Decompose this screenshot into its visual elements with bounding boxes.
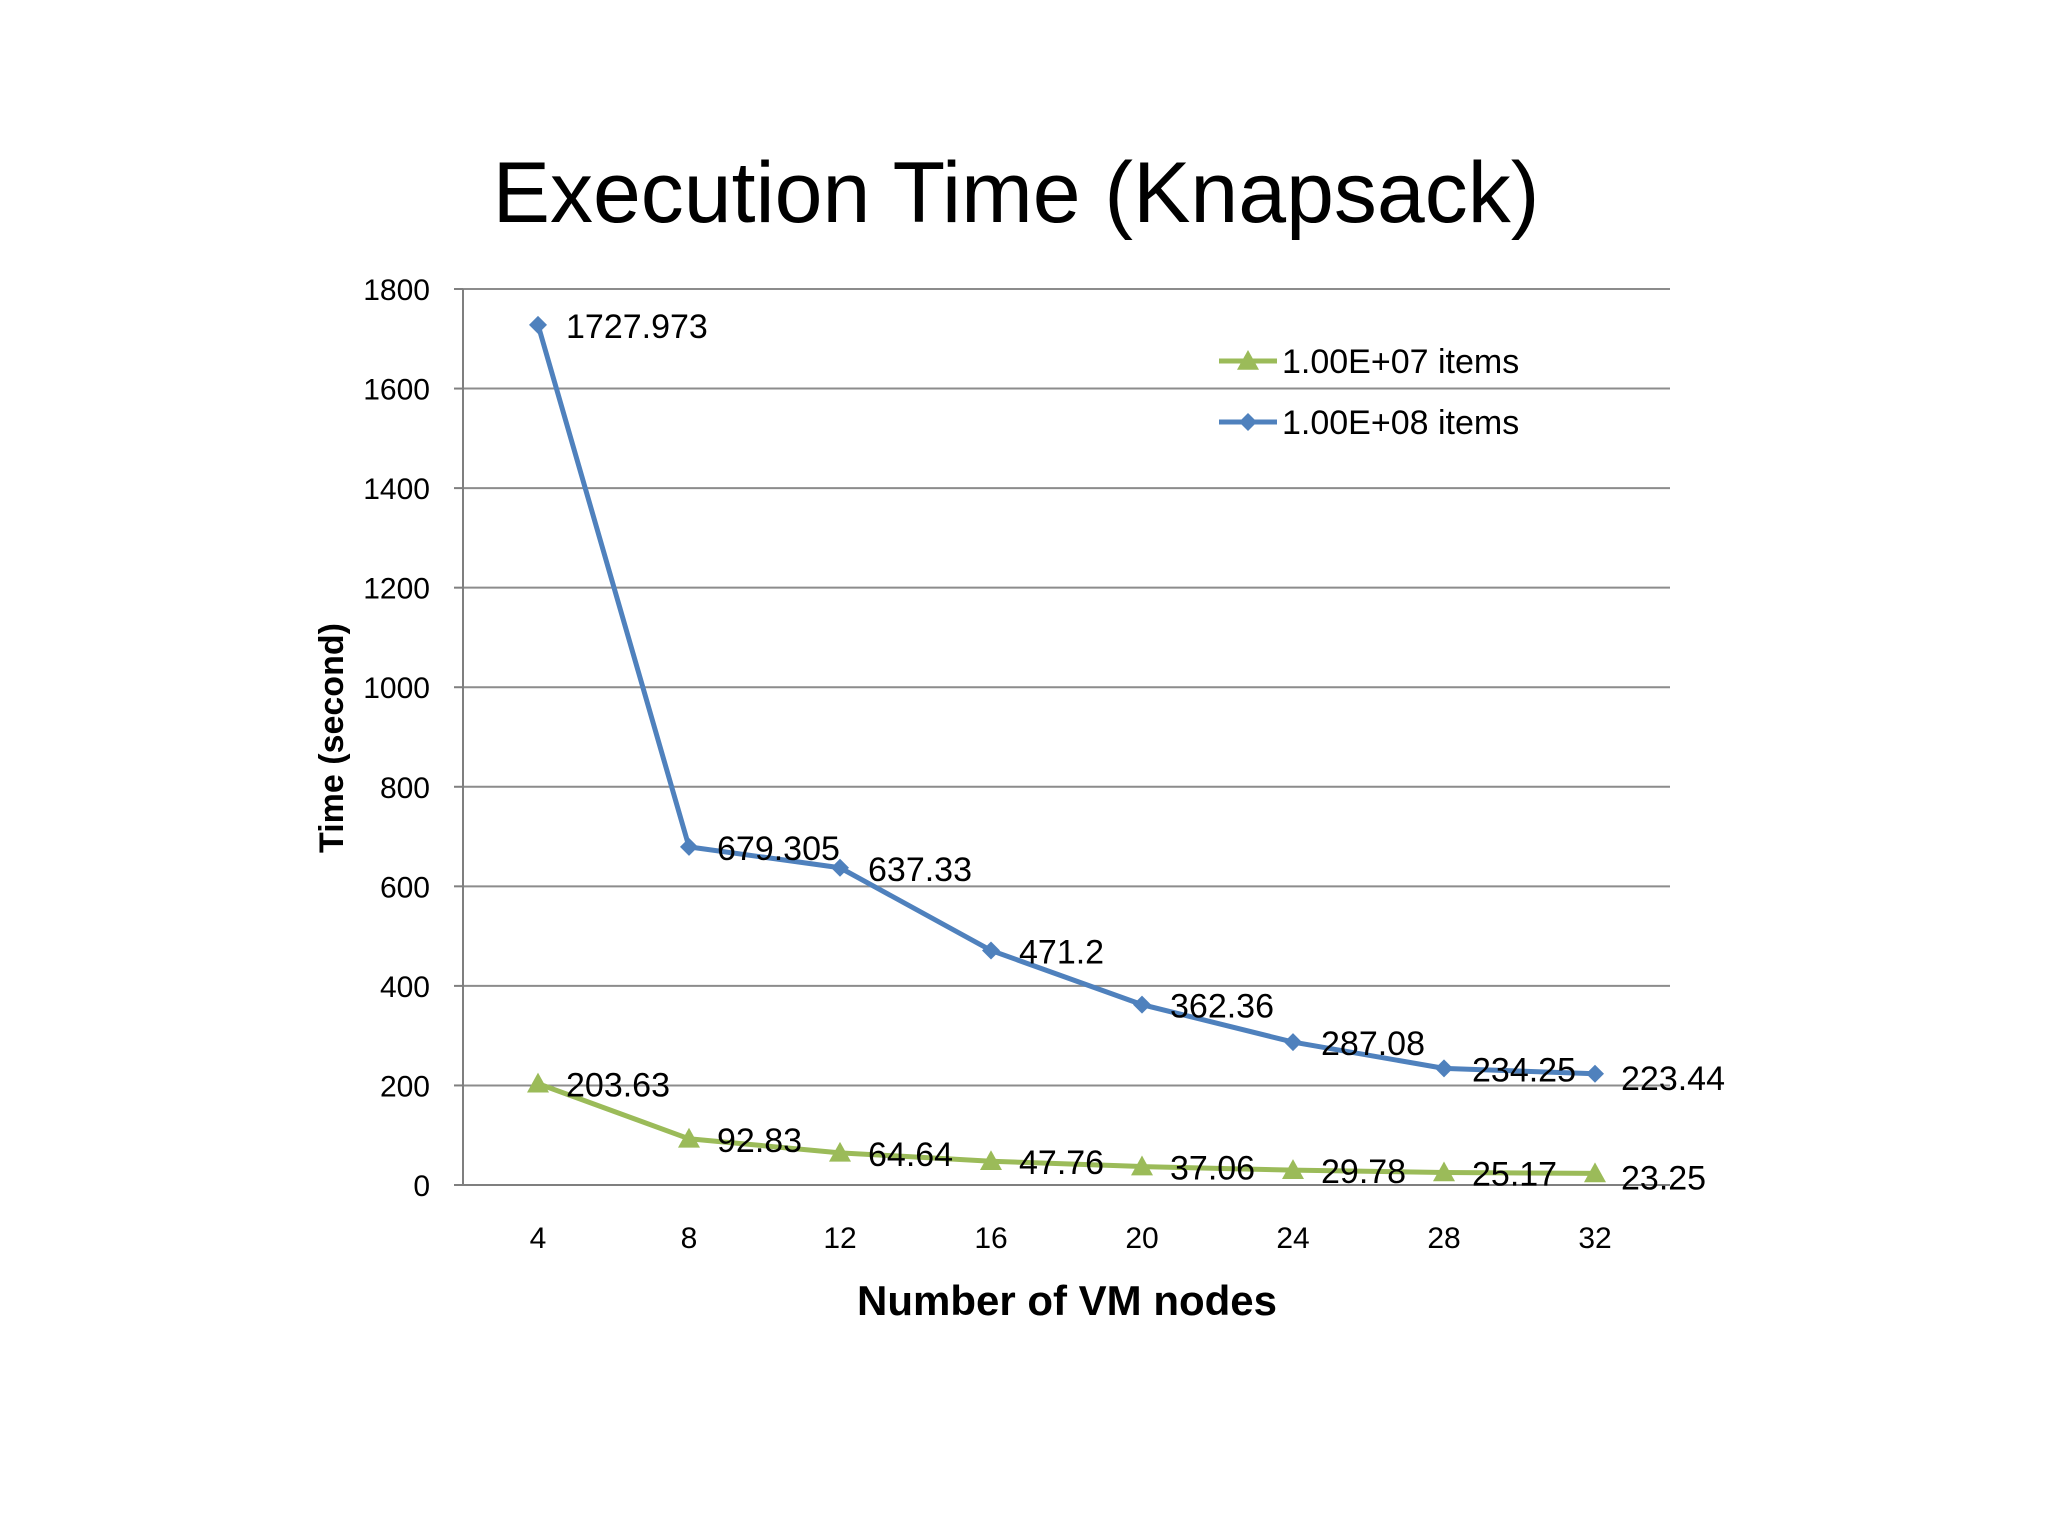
y-tick-label: 0: [413, 1170, 430, 1203]
data-label: 287.08: [1321, 1025, 1425, 1063]
data-label: 25.17: [1472, 1155, 1557, 1193]
data-point: [678, 1127, 700, 1148]
data-point: [982, 941, 1000, 960]
data-label: 29.78: [1321, 1153, 1406, 1191]
data-point: [1433, 1161, 1455, 1182]
y-tick-label: 1200: [363, 573, 430, 606]
y-tick-label: 1400: [363, 473, 430, 506]
data-label: 92.83: [717, 1122, 802, 1160]
data-point: [1584, 1162, 1606, 1183]
data-label: 362.36: [1170, 988, 1274, 1026]
data-label: 471.2: [1019, 933, 1104, 971]
y-axis-title: Time (second): [313, 623, 351, 853]
y-tick-label: 1000: [363, 672, 430, 705]
y-tick-label: 800: [380, 772, 430, 805]
legend-marker: [1239, 413, 1257, 431]
x-tick-labels: 4 8 12 16 20 24 28 32: [530, 1222, 1612, 1255]
data-point: [527, 1072, 549, 1093]
data-label: 679.305: [717, 830, 840, 868]
data-point: [980, 1150, 1002, 1171]
data-label: 234.25: [1472, 1051, 1576, 1089]
data-point: [829, 1141, 851, 1162]
y-tick-label: 400: [380, 971, 430, 1004]
data-point: [1131, 1155, 1153, 1176]
y-tick-label: 1800: [363, 274, 430, 307]
x-tick-label: 4: [530, 1222, 547, 1255]
legend-label: 1.00E+07 items: [1282, 343, 1519, 381]
data-labels: 203.63 92.83 64.64 47.76 37.06 29.78 25.17 23.2…: [566, 308, 1725, 1198]
legend-label: 1.00E+08 items: [1282, 404, 1519, 442]
x-tick-label: 16: [974, 1222, 1007, 1255]
y-tick-label: 200: [380, 1070, 430, 1103]
x-tick-label: 12: [823, 1222, 856, 1255]
data-label: 23.25: [1621, 1159, 1706, 1197]
y-tick-label: 600: [380, 871, 430, 904]
legend: 1.00E+07 items 1.00E+08 items: [1219, 343, 1519, 442]
data-point: [1282, 1159, 1304, 1179]
y-tick-labels: 0 200 400 600 800 1000 1200 1400 1600 1800: [363, 274, 430, 1203]
data-label: 47.76: [1019, 1144, 1104, 1182]
data-point: [1435, 1059, 1453, 1078]
data-label: 223.44: [1621, 1060, 1725, 1098]
y-tick-label: 1600: [363, 374, 430, 407]
legend-marker: [1237, 350, 1259, 370]
data-point: [680, 837, 698, 856]
chart-title: Execution Time (Knapsack): [493, 145, 1540, 241]
gridlines: [463, 288, 1670, 1087]
data-point: [1586, 1064, 1604, 1083]
data-label: 203.63: [566, 1067, 670, 1105]
x-tick-label: 20: [1125, 1222, 1158, 1255]
x-tick-label: 24: [1276, 1222, 1309, 1255]
data-label: 64.64: [868, 1136, 953, 1174]
axes: [454, 288, 1670, 1186]
series-line-2: [535, 324, 1596, 1077]
x-tick-label: 8: [681, 1222, 698, 1255]
x-axis-title: Number of VM nodes: [857, 1277, 1277, 1324]
data-point: [831, 858, 849, 877]
data-point: [529, 315, 547, 334]
data-point: [1133, 995, 1151, 1014]
data-label: 637.33: [868, 851, 972, 889]
x-tick-label: 28: [1427, 1222, 1460, 1255]
data-point: [1284, 1033, 1302, 1052]
data-label: 37.06: [1170, 1150, 1255, 1188]
series-line-1: [537, 1081, 1596, 1176]
series: [527, 315, 1606, 1183]
x-tick-label: 32: [1578, 1222, 1611, 1255]
data-label: 1727.973: [566, 308, 708, 346]
